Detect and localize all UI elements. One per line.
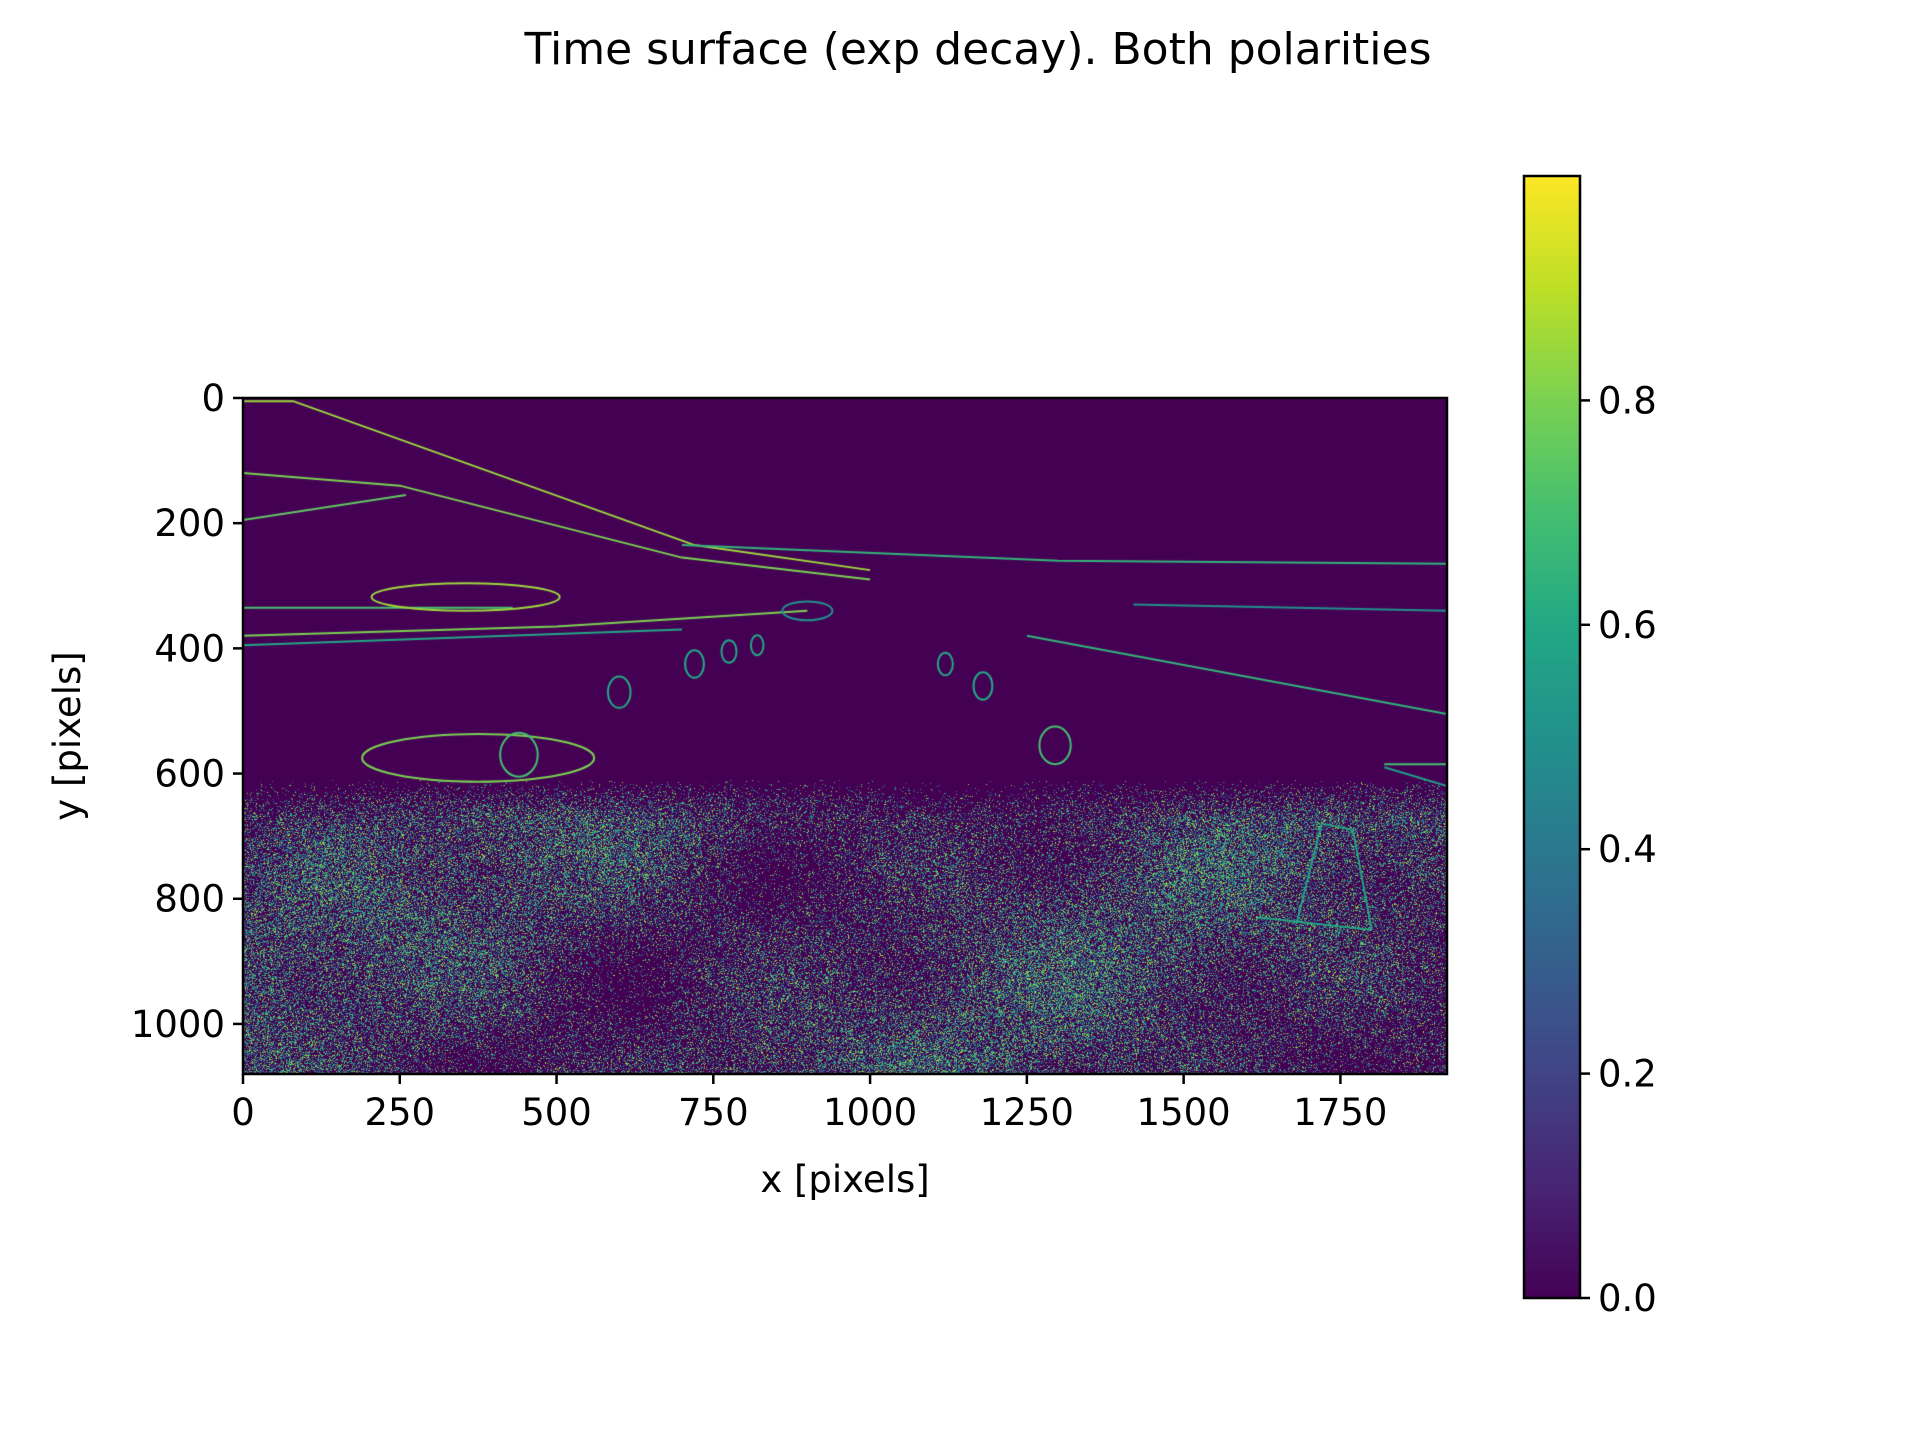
- y-tick-label: 0: [201, 377, 225, 420]
- x-tick-label: 1250: [980, 1091, 1074, 1134]
- colorbar-tick-label: 0.0: [1598, 1277, 1657, 1320]
- colorbar-tick-label: 0.2: [1598, 1053, 1657, 1096]
- y-axis: 0 200 400 600 800 1000: [131, 377, 243, 1046]
- colorbar-tick-label: 0.4: [1598, 828, 1657, 871]
- heatmap-image: [243, 398, 1447, 1074]
- colorbar: 0.0 0.2 0.4 0.6 0.8: [1522, 174, 1657, 1320]
- x-tick-label: 1500: [1137, 1091, 1231, 1134]
- heatmap-plot-area: [241, 396, 1449, 1076]
- x-tick-label: 250: [364, 1091, 435, 1134]
- x-tick-label: 0: [231, 1091, 255, 1134]
- y-tick-label: 600: [154, 753, 225, 796]
- chart-title: Time surface (exp decay). Both polaritie…: [523, 24, 1431, 75]
- y-axis-label: y [pixels]: [46, 651, 89, 820]
- colorbar-tick-label: 0.6: [1598, 604, 1657, 647]
- colorbar-gradient: [1524, 176, 1580, 1298]
- colorbar-frame: [1522, 174, 1582, 1300]
- colorbar-tick-label: 0.8: [1598, 379, 1657, 422]
- colorbar-ticks: 0.0 0.2 0.4 0.6 0.8: [1580, 379, 1657, 1320]
- y-tick-label: 200: [154, 502, 225, 545]
- y-tick-label: 1000: [131, 1003, 225, 1046]
- x-tick-label: 750: [678, 1091, 749, 1134]
- y-tick-label: 800: [154, 878, 225, 921]
- y-tick-label: 400: [154, 627, 225, 670]
- plot-frame: [241, 396, 1449, 1076]
- x-tick-label: 1000: [823, 1091, 917, 1134]
- x-tick-label: 500: [521, 1091, 592, 1134]
- x-tick-label: 1750: [1293, 1091, 1387, 1134]
- x-axis: 0 250 500 750 1000 1250 1500 1750: [231, 1074, 1387, 1134]
- x-axis-label: x [pixels]: [760, 1158, 929, 1201]
